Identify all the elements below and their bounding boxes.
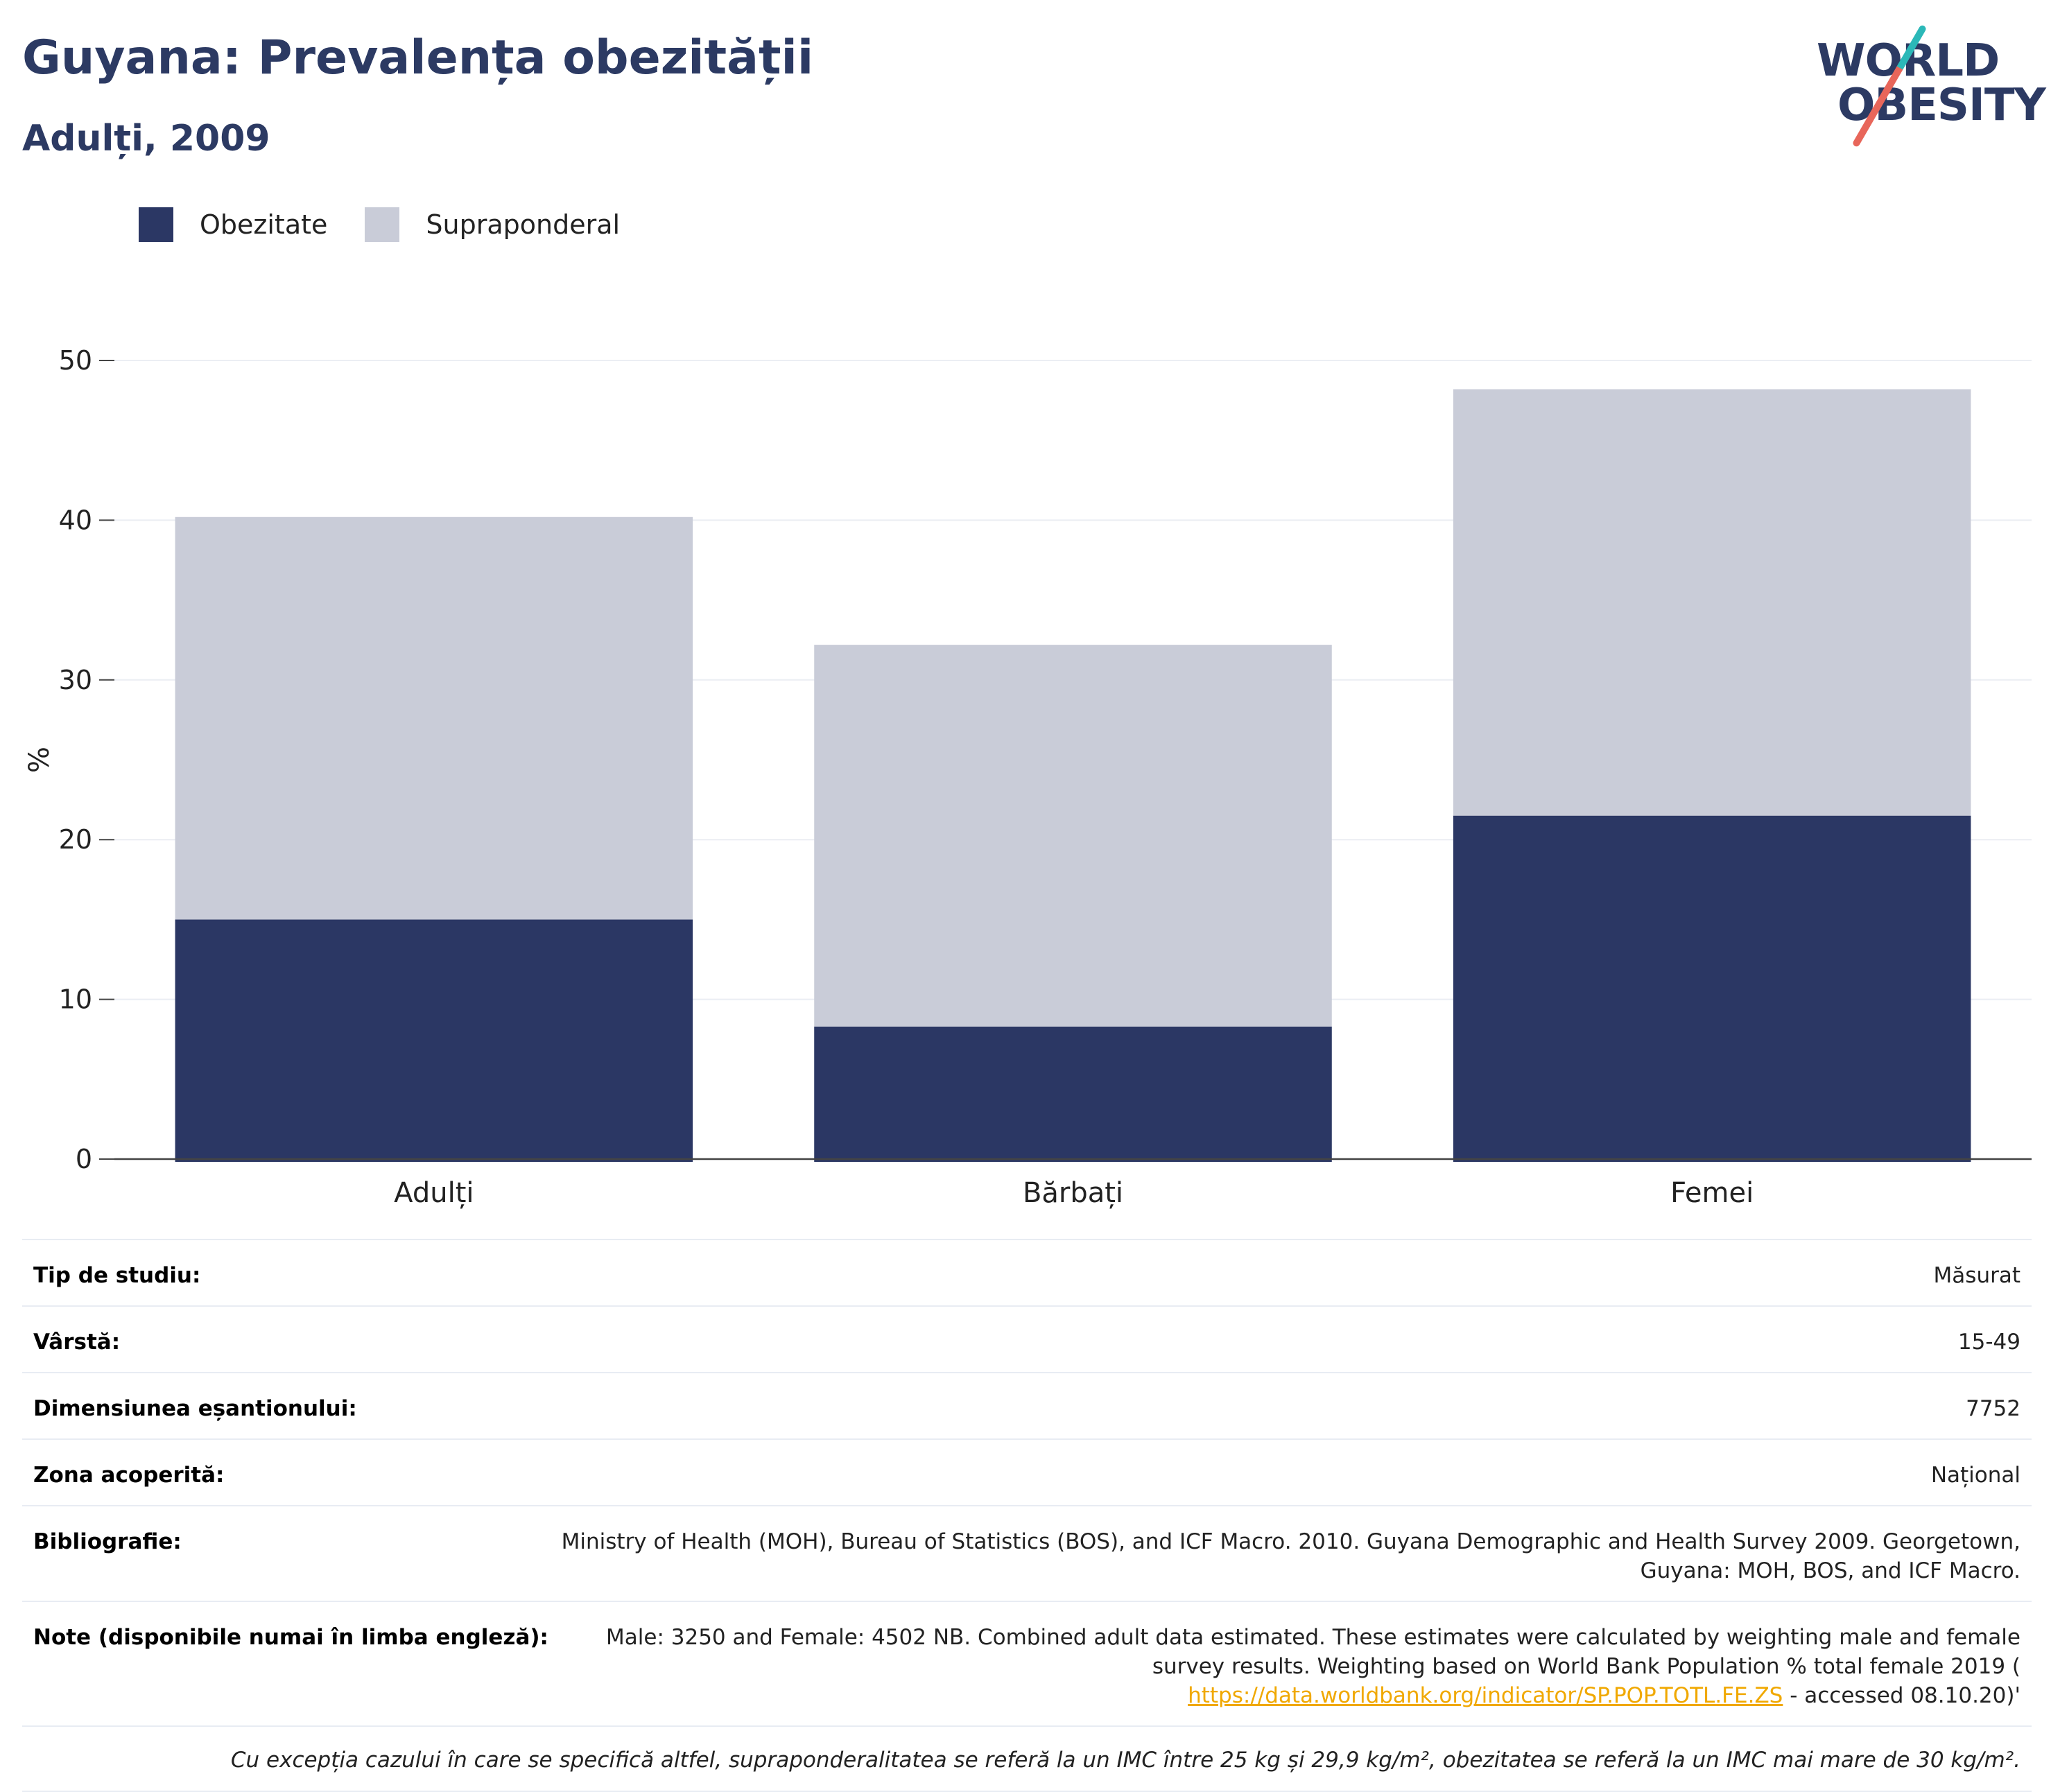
legend-item-obesity[interactable]: Obezitate xyxy=(139,207,327,242)
bar-overweight-0[interactable] xyxy=(175,516,693,920)
x-tick-label: Bărbați xyxy=(1023,1177,1123,1209)
notes-after: - accessed 08.10.20)' xyxy=(1783,1683,2020,1708)
meta-row: Bibliografie: Ministry of Health (MOH), B… xyxy=(22,1505,2032,1601)
bar-overweight-2[interactable] xyxy=(1453,389,1971,816)
legend-swatch-obesity xyxy=(139,207,173,242)
legend-item-overweight[interactable]: Supraponderal xyxy=(365,207,620,242)
y-tick-label: 50 xyxy=(59,345,92,376)
meta-value: Măsurat xyxy=(1933,1263,2020,1288)
legend-label-obesity: Obezitate xyxy=(200,209,328,240)
footnote: Cu excepția cazului în care se specifică… xyxy=(22,1725,2032,1792)
meta-key: Dimensiunea eșantionului: xyxy=(33,1396,357,1421)
meta-key: Bibliografie: xyxy=(33,1529,182,1554)
meta-row: Vârstă: 15-49 xyxy=(22,1305,2032,1372)
chart-legend: Obezitate Supraponderal xyxy=(139,207,657,243)
notes-link[interactable]: https://data.worldbank.org/indicator/SP.… xyxy=(1188,1683,1783,1708)
meta-row: Dimensiunea eșantionului: 7752 xyxy=(22,1372,2032,1438)
bar-obesity-2[interactable] xyxy=(1453,815,1971,1162)
meta-row: Tip de studiu: Măsurat xyxy=(22,1239,2032,1305)
y-tick-label: 10 xyxy=(59,984,92,1015)
page-title: Guyana: Prevalența obezității xyxy=(22,31,814,85)
x-tick-label: Adulți xyxy=(394,1177,474,1209)
meta-row: Zona acoperită: Național xyxy=(22,1438,2032,1505)
bar-overweight-1[interactable] xyxy=(814,645,1332,1027)
legend-swatch-overweight xyxy=(365,207,400,242)
x-tick-label: Femei xyxy=(1670,1177,1754,1209)
stacked-bar-chart: 0 10 20 30 40 50% Adulți Bărbați Femei xyxy=(24,345,2032,1209)
meta-key: Vârstă: xyxy=(33,1330,121,1355)
meta-value: Național xyxy=(1930,1463,2020,1488)
meta-value: 7752 xyxy=(1966,1396,2020,1421)
meta-key: Zona acoperită: xyxy=(33,1463,225,1488)
notes-text: Male: 3250 and Female: 4502 NB. Combined… xyxy=(606,1625,2020,1679)
y-tick-label: 20 xyxy=(59,824,92,855)
meta-value-notes: Male: 3250 and Female: 4502 NB. Combined… xyxy=(576,1623,2020,1710)
y-axis-label: % xyxy=(24,747,55,773)
meta-value: Ministry of Health (MOH), Bureau of Stat… xyxy=(561,1529,2020,1583)
world-obesity-logo: WORLD OBESITY xyxy=(1803,21,2046,148)
y-tick-label: 30 xyxy=(59,665,92,695)
bar-obesity-0[interactable] xyxy=(175,919,693,1162)
legend-label-overweight: Supraponderal xyxy=(426,209,621,240)
y-tick-label: 0 xyxy=(76,1144,92,1174)
study-metadata-table: Tip de studiu: Măsurat Vârstă: 15-49 Dimensi… xyxy=(22,1239,2032,1792)
meta-value: 15-49 xyxy=(1957,1330,2020,1355)
meta-key-notes: Note (disponibile numai în limba engleză… xyxy=(33,1625,548,1650)
page-subtitle: Adulți, 2009 xyxy=(22,118,270,159)
meta-key: Tip de studiu: xyxy=(33,1263,201,1288)
meta-row-notes: Note (disponibile numai în limba engleză… xyxy=(22,1601,2032,1725)
bar-obesity-1[interactable] xyxy=(814,1026,1332,1162)
y-tick-label: 40 xyxy=(59,505,92,535)
